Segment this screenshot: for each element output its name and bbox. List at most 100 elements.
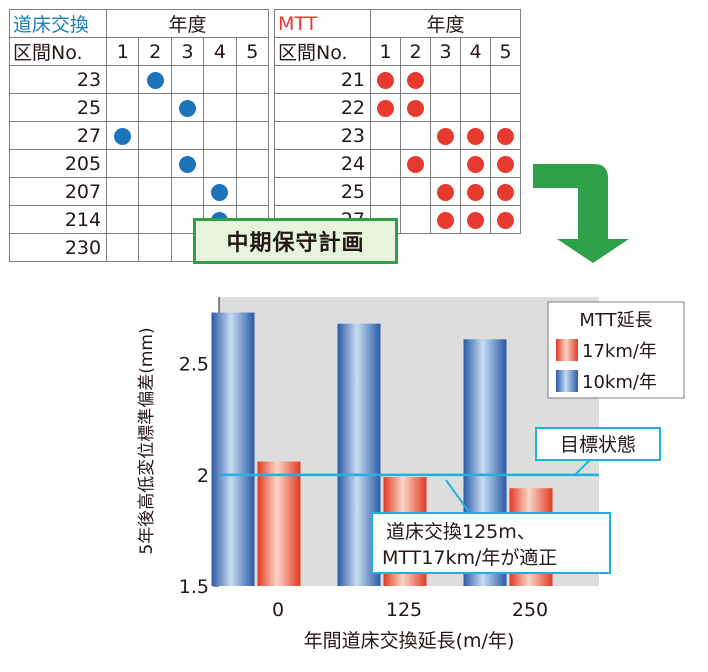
table_track-year-4: 4 (203, 37, 237, 66)
table-row: 23 (8, 65, 270, 94)
target-label-text: 目標状態 (560, 434, 636, 456)
table-row: 23 (274, 121, 522, 150)
table_mtt-table-title: MTT (274, 9, 371, 38)
schedule-cell (489, 177, 522, 206)
y-tick-label: 2 (197, 465, 209, 487)
schedule-cell (430, 121, 461, 150)
section-number: 23 (274, 121, 371, 150)
x-axis-title: 年間道床交換延長(m/年) (304, 630, 515, 652)
scheduled-dot-icon (467, 183, 484, 201)
schedule-cell (170, 93, 205, 122)
schedule-cell (430, 205, 461, 234)
x-tick-label: 0 (272, 599, 284, 621)
section-number: 22 (274, 93, 371, 122)
y-tick-label: 2.5 (179, 354, 209, 376)
table_track-year-1: 1 (106, 37, 140, 66)
target-label-pointer (574, 459, 591, 476)
schedule-cell (235, 65, 270, 94)
x-tick-label: 250 (512, 599, 548, 621)
annotation-line-2: MTT17km/年が適正 (382, 547, 557, 569)
annotation-pointer (445, 479, 470, 513)
legend-label-10km: 10km/年 (582, 372, 657, 393)
schedule-cell (460, 93, 491, 122)
scheduled-dot-icon (497, 155, 515, 173)
scheduled-dot-icon (211, 183, 229, 201)
schedule-cell (489, 93, 522, 122)
schedule-cell (203, 149, 237, 178)
legend-label-17km: 17km/年 (582, 341, 657, 362)
scheduled-dot-icon (437, 127, 454, 145)
downward-arrow-icon (533, 164, 629, 263)
table_mtt-year-4: 4 (460, 37, 491, 66)
scheduled-dot-icon (407, 99, 424, 117)
schedule-cell (430, 149, 461, 178)
table-row: 21 (274, 65, 522, 94)
schedule-cell (489, 149, 522, 178)
schedule-cell (138, 65, 172, 94)
scheduled-dot-icon (407, 155, 424, 173)
section-number: 25 (274, 177, 371, 206)
table_track-year-header: 年度 (106, 9, 269, 38)
table_mtt-year-2: 2 (400, 37, 431, 66)
scheduled-dot-icon (467, 155, 484, 173)
legend: MTT延長 17km/年 10km/年 (547, 301, 685, 399)
scheduled-dot-icon (146, 71, 164, 89)
section-number: 27 (8, 121, 108, 150)
track-replacement-table: 道床交換 年度 区間No. 1 2 3 4 5 23 25 27 205 207 214 230 (8, 9, 270, 262)
schedule-cell (203, 177, 237, 206)
y-tick-label: 1.5 (179, 576, 209, 598)
scheduled-dot-icon (497, 127, 515, 145)
table-row: 207 (8, 177, 270, 206)
schedule-cell (203, 93, 237, 122)
schedule-cell (370, 65, 401, 94)
schedule-cell (106, 233, 140, 262)
legend-swatch-blue (556, 370, 578, 392)
table_track-year-5: 5 (235, 37, 270, 66)
scheduled-dot-icon (467, 127, 484, 145)
schedule-cell (460, 149, 491, 178)
schedule-cell (460, 121, 491, 150)
schedule-cell (203, 65, 237, 94)
section-number: 205 (8, 149, 108, 178)
schedule-cell (460, 177, 491, 206)
schedule-cell (106, 65, 140, 94)
scheduled-dot-icon (179, 155, 196, 173)
table_mtt-year-5: 5 (489, 37, 522, 66)
y-axis-title: 5年後高低変位標準偏差(mm) (137, 327, 157, 554)
scheduled-dot-icon (437, 211, 454, 229)
scheduled-dot-icon (114, 127, 132, 145)
schedule-cell (489, 205, 522, 234)
section-number: 214 (8, 205, 108, 234)
scheduled-dot-icon (497, 211, 515, 229)
scheduled-dot-icon (437, 183, 454, 201)
schedule-cell (235, 149, 270, 178)
x-tick-label: 125 (386, 599, 422, 621)
legend-title: MTT延長 (579, 310, 652, 331)
scheduled-dot-icon (407, 71, 424, 89)
schedule-cell (203, 121, 237, 150)
schedule-cell (138, 233, 172, 262)
target-label: 目標状態 (535, 427, 661, 461)
legend-swatch-red (556, 339, 578, 361)
bar-10km-0 (211, 312, 255, 586)
schedule-cell (400, 149, 431, 178)
scheduled-dot-icon (497, 183, 515, 201)
table-row: 25 (274, 177, 522, 206)
table_mtt-year-header: 年度 (369, 9, 522, 38)
table_track-table-title: 道床交換 (8, 9, 108, 38)
bar-17km-0 (257, 461, 301, 586)
scheduled-dot-icon (179, 99, 196, 117)
annotation: 道床交換125m、 MTT17km/年が適正 (371, 512, 611, 574)
section-number: 21 (274, 65, 371, 94)
annotation-line-1: 道床交換125m、 (386, 521, 536, 543)
section-number: 25 (8, 93, 108, 122)
schedule-cell (400, 177, 431, 206)
table-row: 205 (8, 149, 270, 178)
section-number: 207 (8, 177, 108, 206)
table_mtt-section-header: 区間No. (274, 37, 371, 66)
scheduled-dot-icon (377, 99, 394, 117)
section-number: 23 (8, 65, 108, 94)
mid-term-plan-label: 中期保守計画 (193, 218, 398, 264)
